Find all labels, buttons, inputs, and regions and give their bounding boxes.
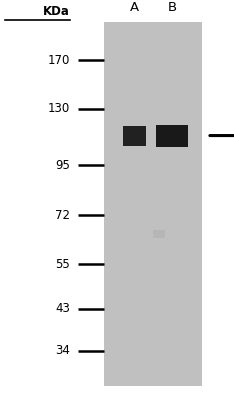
Text: 170: 170 <box>48 54 70 67</box>
Text: A: A <box>130 1 139 14</box>
Text: 55: 55 <box>55 258 70 270</box>
Text: B: B <box>168 1 176 14</box>
Text: KDa: KDa <box>43 4 70 18</box>
Text: 43: 43 <box>55 302 70 315</box>
Polygon shape <box>156 125 188 146</box>
Text: 95: 95 <box>55 159 70 172</box>
Text: 72: 72 <box>55 209 70 222</box>
Polygon shape <box>104 22 202 386</box>
Text: 34: 34 <box>55 344 70 358</box>
Text: 130: 130 <box>48 102 70 115</box>
Polygon shape <box>124 126 146 146</box>
Polygon shape <box>153 230 165 238</box>
